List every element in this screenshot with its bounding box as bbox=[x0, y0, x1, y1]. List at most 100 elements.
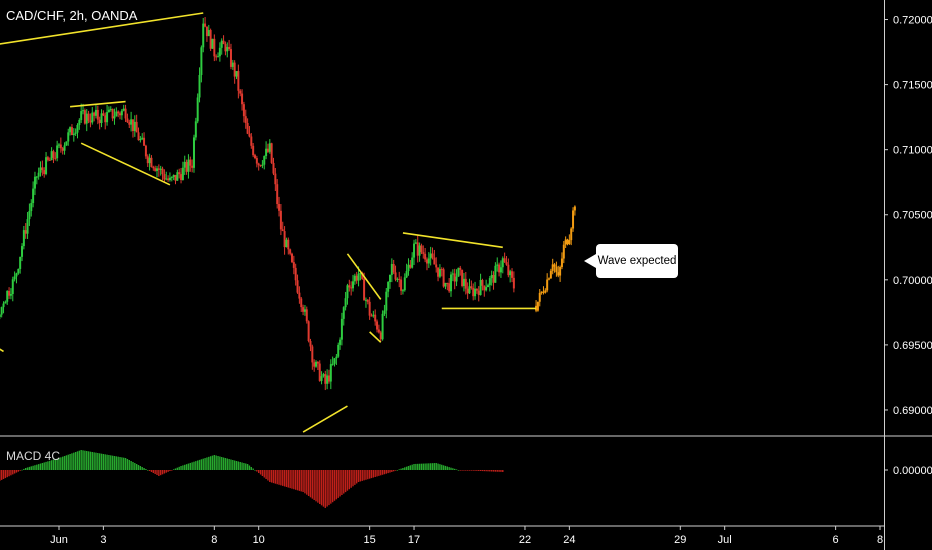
macd-bar bbox=[372, 470, 375, 478]
macd-bar bbox=[478, 470, 480, 471]
macd-bar bbox=[435, 463, 437, 470]
candle-body bbox=[61, 148, 64, 151]
macd-bar bbox=[280, 470, 282, 486]
macd-bar bbox=[298, 470, 301, 491]
macd-bar bbox=[474, 470, 476, 471]
candle-body bbox=[409, 264, 412, 268]
macd-bar bbox=[245, 463, 247, 470]
candle-body bbox=[128, 122, 131, 125]
candle-body bbox=[263, 156, 266, 165]
macd-bar bbox=[326, 470, 328, 507]
y-tick-label: 0.70500 bbox=[893, 210, 932, 222]
macd-bar bbox=[333, 470, 336, 501]
candle-body bbox=[455, 276, 458, 282]
x-tick-label: 24 bbox=[563, 534, 575, 546]
candle-body bbox=[450, 274, 453, 292]
candle-body bbox=[444, 282, 447, 287]
candle-body bbox=[355, 275, 358, 281]
candle-body bbox=[381, 313, 384, 340]
macd-bar bbox=[115, 456, 118, 470]
candle-body bbox=[250, 136, 253, 146]
candle-body bbox=[279, 210, 282, 230]
candle-body bbox=[172, 174, 175, 178]
macd-bar bbox=[348, 470, 351, 490]
macd-bar bbox=[13, 470, 16, 474]
candle-body bbox=[512, 277, 515, 289]
macd-bar bbox=[132, 462, 134, 470]
x-tick-label: Jul bbox=[718, 534, 732, 546]
candle-body bbox=[320, 376, 323, 381]
macd-bar bbox=[466, 470, 469, 471]
macd-bar bbox=[69, 454, 71, 470]
candle-body bbox=[438, 269, 441, 277]
candle-body bbox=[464, 278, 467, 289]
candle-body bbox=[313, 362, 316, 367]
macd-bar bbox=[84, 450, 86, 470]
macd-bar bbox=[141, 467, 143, 470]
candle-body bbox=[63, 145, 66, 151]
candle-body bbox=[479, 279, 482, 296]
candle-body bbox=[379, 332, 382, 340]
trendline bbox=[0, 348, 4, 353]
macd-bar bbox=[137, 465, 140, 470]
macd-bar bbox=[350, 470, 352, 488]
candle-body bbox=[388, 274, 391, 283]
macd-bar bbox=[0, 470, 3, 480]
macd-bar bbox=[283, 470, 286, 487]
macd-bar bbox=[180, 466, 182, 470]
candle-body bbox=[507, 264, 510, 276]
candle-body bbox=[183, 161, 186, 168]
macd-bar bbox=[502, 470, 504, 472]
candle-body bbox=[290, 253, 293, 263]
candle-body bbox=[58, 144, 60, 146]
projection-candle bbox=[549, 270, 552, 279]
candle-body bbox=[120, 110, 123, 116]
macd-bar bbox=[461, 470, 463, 471]
macd-bar bbox=[398, 469, 400, 470]
macd-bar bbox=[337, 470, 339, 498]
macd-bar bbox=[171, 470, 173, 471]
candle-body bbox=[405, 271, 408, 278]
candle-body bbox=[19, 256, 22, 269]
candle-body bbox=[451, 273, 454, 275]
macd-bar bbox=[61, 456, 64, 470]
macd-bar bbox=[113, 456, 116, 470]
candle-body bbox=[189, 159, 192, 166]
macd-bar bbox=[82, 450, 84, 470]
candle-body bbox=[442, 269, 445, 287]
candle-body bbox=[390, 263, 393, 275]
candle-body bbox=[352, 281, 355, 289]
candle-body bbox=[148, 157, 151, 164]
macd-bar bbox=[128, 460, 130, 470]
macd-bar bbox=[228, 459, 230, 470]
projection-candle bbox=[546, 279, 549, 291]
macd-bar bbox=[261, 470, 264, 476]
macd-bar bbox=[346, 470, 349, 491]
macd-bar bbox=[265, 470, 267, 479]
candle-body bbox=[224, 44, 227, 52]
candle-body bbox=[300, 298, 303, 308]
macd-bar bbox=[500, 470, 502, 472]
macd-bar bbox=[134, 463, 136, 470]
candle-body bbox=[104, 115, 107, 123]
candle-body bbox=[194, 121, 197, 138]
candle-body bbox=[228, 46, 231, 50]
macd-bar bbox=[383, 470, 386, 475]
macd-bar bbox=[126, 459, 129, 470]
macd-bar bbox=[169, 470, 171, 471]
candle-body bbox=[56, 145, 59, 159]
macd-bar bbox=[111, 455, 114, 470]
macd-bar bbox=[448, 467, 450, 470]
macd-bar bbox=[282, 470, 284, 486]
macd-bar bbox=[54, 459, 57, 470]
macd-bar bbox=[417, 463, 419, 470]
macd-bar bbox=[418, 463, 421, 470]
macd-bar bbox=[97, 453, 99, 470]
macd-bar bbox=[272, 470, 275, 484]
x-tick-label: 17 bbox=[408, 534, 420, 546]
macd-bar bbox=[87, 451, 90, 470]
macd-bar bbox=[17, 470, 20, 472]
macd-bar bbox=[317, 470, 319, 503]
macd-bar bbox=[498, 470, 500, 472]
candle-body bbox=[466, 288, 469, 294]
